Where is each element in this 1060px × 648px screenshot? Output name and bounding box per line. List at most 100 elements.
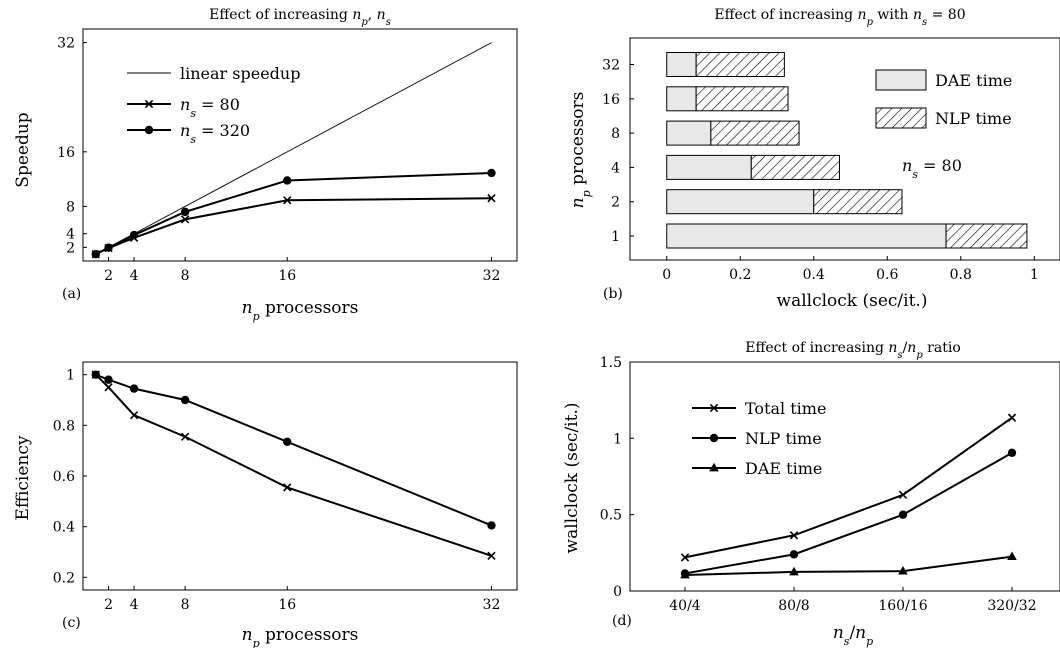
chart-b-ylabel: np processors: [568, 92, 593, 209]
chart-b-title: Effect of increasing np with ns = 80: [714, 7, 965, 28]
chart-d-legend-nlp-marker-shape: [709, 433, 719, 443]
chart-a-ns320-point-1: [104, 243, 113, 252]
chart-b-bar-nlp-1: [945, 223, 1028, 249]
chart-a-ylabel: Speedup: [13, 112, 33, 187]
chart-d-ytick-label-1: 0.5: [600, 508, 622, 524]
chart-c-series-0-point-3: [180, 432, 190, 441]
chart-a-xtick-label-2: 8: [181, 268, 190, 284]
chart-c-plot: [91, 370, 496, 560]
chart-b-plot: [666, 52, 1028, 249]
chart-b-xtick-label-2: 0.4: [803, 267, 825, 283]
chart-d-plot: [680, 413, 1017, 579]
chart-b-xlabel: wallclock (sec/it.): [777, 291, 928, 311]
chart-b-ytick-label-2: 4: [611, 160, 620, 176]
chart-b-bar-dae-16: [666, 86, 697, 112]
chart-c-xlabel: np processors: [242, 625, 359, 648]
chart-a-xtick-label-4: 32: [483, 268, 501, 284]
chart-b-ytick-label-4: 16: [602, 92, 620, 108]
chart-d-title: Effect of increasing ns/np ratio: [745, 340, 961, 361]
chart-a-legend-ns320-marker-shape: [144, 125, 154, 135]
chart-a-legend-ns80-marker-shape: [144, 99, 154, 109]
chart-a-plot: [91, 42, 496, 259]
chart-b-xtick-label-4: 0.8: [950, 267, 972, 283]
chart-d-nlp-line: [684, 451, 1013, 575]
chart-b-xtick-label-3: 0.6: [876, 267, 898, 283]
chart-b: Effect of increasing np with ns = 80 np …: [568, 7, 1060, 311]
chart-c-series-1-point-1: [104, 375, 113, 384]
chart-d-xtick-label-2: 160/16: [878, 598, 927, 614]
chart-c-series-1-point-2: [129, 384, 139, 393]
chart-d-total-point-1: [789, 531, 799, 540]
chart-b-legend-nlp-text: NLP time: [935, 109, 1012, 128]
chart-b-bar-nlp-8: [710, 120, 800, 146]
chart-b-bar-nlp-2: [813, 189, 903, 215]
chart-c-axes: 2 4 8 16 32 0.2 0.4 0.6 0.8 1: [53, 368, 501, 613]
chart-d-axes: 40/4 80/8 160/16 320/32 0 0.5 1 1.5: [600, 355, 1037, 614]
chart-c-xtick-label-4: 32: [483, 597, 501, 613]
chart-a-title: Effect of increasing np, ns: [209, 7, 391, 28]
chart-a-legend-linear-text: linear speedup: [180, 64, 300, 83]
chart-d-panel-label: (d): [612, 613, 632, 629]
chart-a-ns320-point-2: [129, 230, 139, 240]
chart-d-total-point-2: [898, 490, 908, 499]
chart-a-ns320-point-5: [487, 168, 496, 178]
chart-a-legend-ns320-text: ns = 320: [180, 121, 250, 146]
chart-a-ytick-label-2: 8: [66, 199, 75, 215]
chart-c-ytick-label-3: 0.8: [53, 418, 75, 434]
chart-b-bar-nlp-4: [750, 154, 840, 180]
chart-b-xtick-label-0: 0: [662, 267, 671, 283]
chart-d-legend-nlp-marker: [709, 433, 719, 443]
chart-a-legend-ns320-marker: [144, 125, 154, 135]
chart-d-legend: Total time NLP time DAE time: [692, 399, 826, 478]
chart-b-annotation: ns = 80: [902, 156, 962, 181]
chart-a-ytick-label-4: 32: [57, 36, 75, 52]
chart-c-ytick-label-0: 0.2: [53, 570, 75, 586]
chart-b-frame: [629, 37, 1060, 261]
chart-d-ytick-label-0: 0: [613, 584, 622, 600]
chart-b-ytick-label-5: 32: [602, 58, 620, 74]
chart-d-nlp-point-2: [898, 510, 908, 519]
chart-c-series-1-point-5: [487, 521, 496, 530]
chart-d-dae-point-1: [789, 566, 799, 576]
chart-d-frame: [629, 361, 1060, 592]
chart-b-bar-dae-8: [666, 120, 712, 146]
chart-a-ns320-point-0: [91, 249, 100, 259]
chart-c-frame: [82, 361, 518, 591]
chart-b-legend-nlp-swatch: [875, 107, 927, 129]
chart-b-xtick-label-1: 0.2: [729, 267, 751, 283]
chart-b-bar-dae-1: [666, 223, 947, 249]
chart-d-legend-total-marker: [709, 403, 719, 413]
chart-c-series-1-point-0: [91, 370, 100, 379]
chart-d-legend-dae-text: DAE time: [745, 459, 822, 478]
chart-d-ylabel: wallclock (sec/it.): [562, 403, 582, 554]
chart-d-xlabel: ns/np: [833, 623, 873, 648]
chart-b-legend: DAE time NLP time: [875, 69, 1012, 129]
chart-a-xtick-label-3: 16: [278, 268, 296, 284]
chart-d-total-line: [684, 416, 1013, 559]
chart-b-axes: 0 0.2 0.4 0.6 0.8 1 1 2 4 8 16 32: [602, 58, 1039, 284]
chart-c-series-1-point-3: [180, 395, 190, 405]
chart-d-legend-dae-marker-shape: [709, 462, 719, 472]
chart-c-panel-label: (c): [62, 615, 81, 631]
chart-d-dae-point-2: [898, 565, 908, 575]
chart-b-legend-dae-swatch: [875, 69, 927, 91]
chart-b-bar-dae-4: [666, 154, 752, 180]
chart-a-legend-ns80-text: ns = 80: [180, 95, 240, 120]
chart-d-xtick-label-3: 320/32: [987, 598, 1036, 614]
chart-c-series-0-point-2: [129, 411, 139, 420]
chart-a-frame: [82, 28, 518, 262]
chart-d-total-point-3: [1007, 413, 1017, 422]
chart-b-bar-dae-2: [666, 189, 815, 215]
chart-a-legend: linear speedup ns = 80 ns = 320: [127, 64, 300, 146]
chart-b-bar-dae-32: [666, 52, 697, 77]
chart-b-panel-label: (b): [603, 286, 623, 302]
chart-c-series-0-point-1: [104, 383, 113, 392]
chart-a: Effect of increasing np, ns Speedup np p…: [13, 7, 518, 323]
chart-a-xlabel: np processors: [242, 298, 359, 323]
chart-d-total-point-0: [680, 553, 690, 562]
chart-a-ns320-point-3: [180, 207, 190, 217]
chart-b-legend-dae-text: DAE time: [935, 71, 1012, 90]
chart-d-dae-point-0: [680, 569, 690, 579]
